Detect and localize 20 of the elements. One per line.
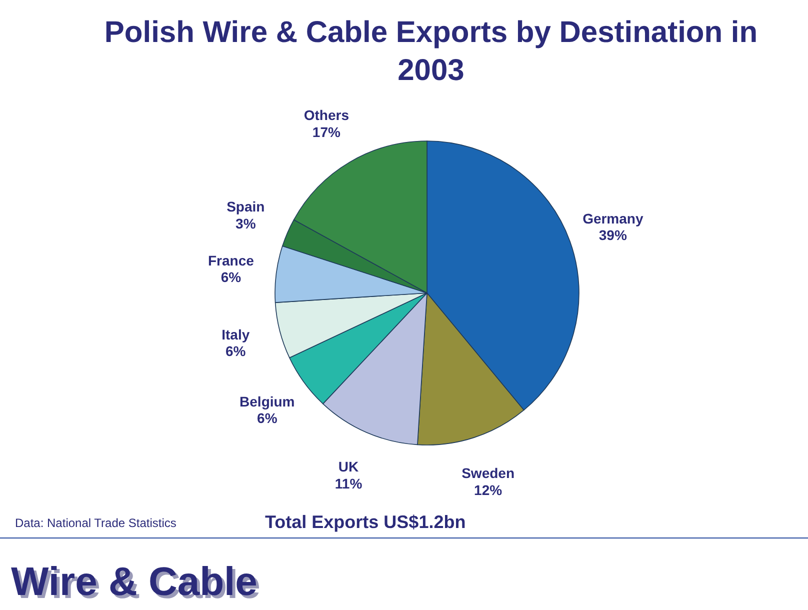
slice-label: Germany bbox=[582, 210, 644, 226]
data-label: 12% bbox=[474, 482, 503, 498]
slice-label: Belgium bbox=[240, 393, 295, 410]
data-label: 17% bbox=[312, 124, 341, 140]
data-label: 39% bbox=[598, 227, 628, 244]
slice-label: Spain bbox=[226, 198, 265, 215]
slice-label: Italy bbox=[222, 326, 250, 342]
slice-label: UK bbox=[338, 458, 359, 475]
slice-label: Others bbox=[304, 107, 350, 124]
data-label: 3% bbox=[236, 216, 256, 232]
data-label: 6% bbox=[220, 269, 242, 286]
text: Wire & Cable bbox=[11, 560, 258, 604]
slice-label: Sweden bbox=[462, 465, 515, 482]
data-label: 6% bbox=[225, 343, 246, 360]
text: Data: National Trade Statistics bbox=[15, 516, 176, 530]
slice-label: France bbox=[208, 252, 254, 268]
chart-title: Polish Wire & Cable Exports by Destination in 2003 bbox=[104, 16, 758, 87]
data-label: 6% bbox=[257, 410, 278, 426]
text: Total Exports US$1.2bn bbox=[265, 512, 466, 532]
data-label: 11% bbox=[334, 475, 363, 492]
